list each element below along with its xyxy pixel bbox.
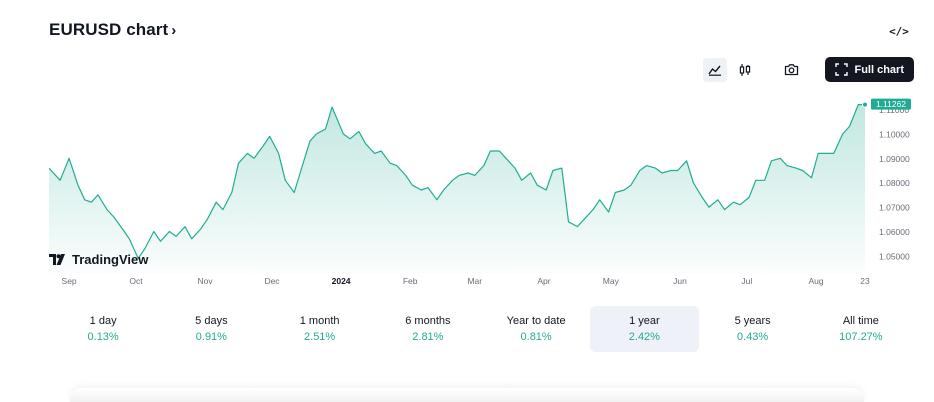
- x-tick-label: 2024: [332, 276, 351, 286]
- x-tick-label: Dec: [264, 276, 280, 286]
- x-tick-label: 23: [860, 276, 870, 286]
- period-label: All time: [842, 315, 879, 327]
- chevron-right-icon: ›: [171, 22, 177, 39]
- page-title: EURUSD chart: [49, 20, 169, 39]
- x-tick-label: Aug: [808, 276, 823, 286]
- tradingview-logo-icon: [49, 254, 65, 265]
- snapshot-button[interactable]: [779, 58, 803, 82]
- full-chart-label: Full chart: [854, 63, 904, 76]
- candles-icon: [740, 63, 751, 76]
- period-tab[interactable]: All time 107.27%: [807, 306, 915, 352]
- price-chart-svg: 1.11000 1.10000 1.09000 1.08000 1.07000 1.060…: [49, 98, 911, 286]
- last-price-badge-bg: [871, 98, 911, 110]
- x-tick-label: Feb: [403, 276, 418, 286]
- period-change: 107.27%: [839, 331, 883, 343]
- period-change: 0.13%: [87, 331, 119, 343]
- price-area-fill: [49, 104, 865, 273]
- chart-title-link[interactable]: EURUSD chart ›: [49, 20, 176, 40]
- next-section-edge: [70, 388, 864, 402]
- period-change: 2.42%: [628, 331, 660, 343]
- last-price-dot: [862, 101, 868, 108]
- x-tick-label: Mar: [467, 276, 482, 286]
- period-change: 2.81%: [412, 331, 444, 343]
- performance-periods: 1 day 0.13% 5 days 0.91% 1 month 2.51% 6 month…: [49, 306, 915, 352]
- period-label: 1 day: [89, 315, 117, 327]
- x-tick-label: Nov: [198, 276, 214, 286]
- period-change: 0.81%: [520, 331, 552, 343]
- x-tick-label: May: [603, 276, 620, 286]
- tradingview-logo[interactable]: TradingView: [49, 252, 148, 267]
- x-tick-label: Jun: [673, 276, 687, 286]
- period-label: 5 days: [195, 315, 228, 327]
- line-chart-icon: [708, 65, 722, 76]
- y-tick-label: 1.11000: [879, 105, 909, 115]
- period-tab[interactable]: 6 months 2.81%: [374, 306, 482, 352]
- fullscreen-icon: [835, 63, 849, 76]
- y-tick-label: 1.10000: [879, 129, 910, 139]
- period-label: 1 year: [629, 315, 660, 327]
- y-tick-label: 1.06000: [879, 227, 910, 237]
- x-tick-label: Jul: [741, 276, 752, 286]
- period-tab[interactable]: 1 day 0.13%: [49, 306, 157, 352]
- x-tick-label: Apr: [537, 276, 550, 286]
- period-tab[interactable]: Year to date 0.81%: [482, 306, 590, 352]
- last-price-badge: 1.11262: [871, 98, 911, 110]
- y-tick-label: 1.08000: [879, 178, 910, 188]
- period-tab[interactable]: 5 years 0.43%: [699, 306, 807, 352]
- embed-code-icon[interactable]: </>: [889, 24, 909, 38]
- tradingview-logo-text: TradingView: [72, 252, 149, 267]
- period-change: 2.51%: [304, 331, 336, 343]
- period-label: Year to date: [506, 315, 566, 327]
- x-tick-label: Sep: [62, 276, 77, 286]
- last-price-label: 1.11262: [876, 99, 906, 109]
- y-tick-label: 1.05000: [879, 251, 910, 261]
- x-tick-label: Oct: [129, 276, 143, 286]
- period-label: 6 months: [405, 315, 451, 327]
- period-tab[interactable]: 1 year 2.42%: [590, 306, 699, 352]
- period-label: 1 month: [299, 315, 340, 327]
- price-chart[interactable]: 1.11000 1.10000 1.09000 1.08000 1.07000 1.060…: [49, 90, 915, 290]
- y-tick-label: 1.07000: [879, 203, 910, 213]
- period-change: 0.91%: [195, 331, 227, 343]
- camera-icon: [784, 64, 799, 76]
- period-tab[interactable]: 5 days 0.91%: [157, 306, 265, 352]
- chart-toolbar: Full chart: [703, 57, 914, 82]
- full-chart-button[interactable]: Full chart: [825, 57, 914, 82]
- y-tick-label: 1.09000: [879, 154, 910, 164]
- line-chart-button[interactable]: [703, 57, 728, 82]
- period-change: 0.43%: [737, 331, 769, 343]
- period-tab[interactable]: 1 month 2.51%: [266, 306, 374, 352]
- period-label: 5 years: [734, 315, 771, 327]
- candles-button[interactable]: [733, 58, 757, 82]
